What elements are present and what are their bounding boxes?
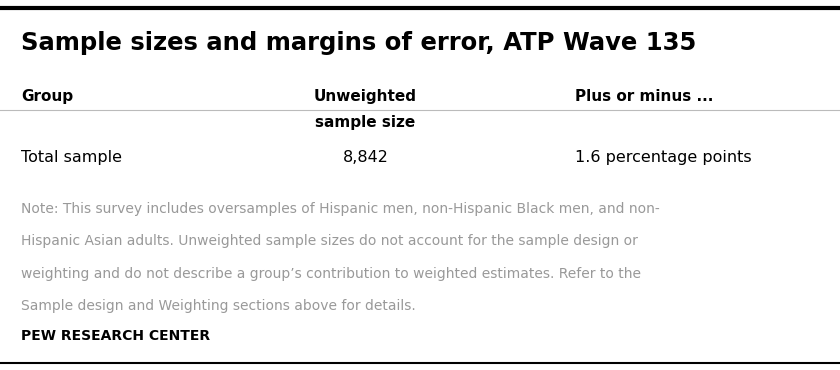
Text: weighting and do not describe a group’s contribution to weighted estimates. Refe: weighting and do not describe a group’s … [21,267,641,281]
Text: Sample design and Weighting sections above for details.: Sample design and Weighting sections abo… [21,299,416,313]
Text: sample size: sample size [315,115,416,130]
Text: Sample sizes and margins of error, ATP Wave 135: Sample sizes and margins of error, ATP W… [21,31,696,56]
Text: Hispanic Asian adults. Unweighted sample sizes do not account for the sample des: Hispanic Asian adults. Unweighted sample… [21,234,638,248]
Text: 8,842: 8,842 [343,150,388,165]
Text: Unweighted: Unweighted [314,89,417,104]
Text: PEW RESEARCH CENTER: PEW RESEARCH CENTER [21,329,210,343]
Text: Group: Group [21,89,73,104]
Text: Note: This survey includes oversamples of Hispanic men, non-Hispanic Black men, : Note: This survey includes oversamples o… [21,202,659,216]
Text: 1.6 percentage points: 1.6 percentage points [575,150,752,165]
Text: Total sample: Total sample [21,150,122,165]
Text: Plus or minus ...: Plus or minus ... [575,89,714,104]
